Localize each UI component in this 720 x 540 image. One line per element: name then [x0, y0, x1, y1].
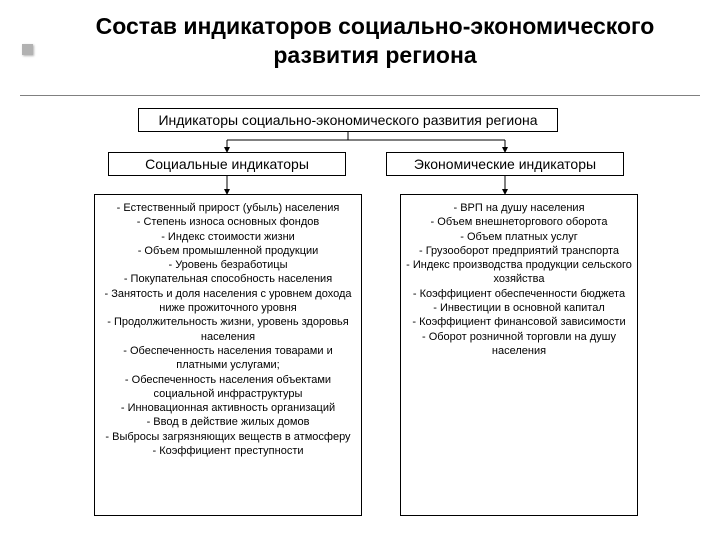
- title-underline: [20, 95, 700, 96]
- list-item: - Покупательная способность населения: [99, 272, 357, 286]
- right-header-box: Экономические индикаторы: [386, 152, 624, 176]
- list-item: - Объем платных услуг: [405, 230, 633, 244]
- list-item: - Коэффициент обеспеченности бюджета: [405, 287, 633, 301]
- left-header-box: Социальные индикаторы: [108, 152, 346, 176]
- root-box: Индикаторы социально-экономического разв…: [138, 108, 558, 132]
- list-item: - Уровень безработицы: [99, 258, 357, 272]
- list-item: - Инвестиции в основной капитал: [405, 301, 633, 315]
- left-header-label: Социальные индикаторы: [145, 156, 309, 172]
- title-bullet: [22, 44, 33, 55]
- left-list-box: - Естественный прирост (убыль) населения…: [94, 194, 362, 516]
- list-item: - Коэффициент преступности: [99, 444, 357, 458]
- list-item: - Инновационная активность организаций: [99, 401, 357, 415]
- list-item: - Обеспеченность населения объектами соц…: [99, 373, 357, 402]
- right-list-box: - ВРП на душу населения- Объем внешнетор…: [400, 194, 638, 516]
- list-item: - Индекс стоимости жизни: [99, 230, 357, 244]
- list-item: - Естественный прирост (убыль) населения: [99, 201, 357, 215]
- list-item: - Ввод в действие жилых домов: [99, 415, 357, 429]
- list-item: - Продолжительность жизни, уровень здоро…: [99, 315, 357, 344]
- list-item: - Оборот розничной торговли на душу насе…: [405, 330, 633, 359]
- list-item: - Коэффициент финансовой зависимости: [405, 315, 633, 329]
- list-item: - Объем внешнеторгового оборота: [405, 215, 633, 229]
- list-item: - Грузооборот предприятий транспорта: [405, 244, 633, 258]
- list-item: - ВРП на душу населения: [405, 201, 633, 215]
- list-item: - Индекс производства продукции сельског…: [405, 258, 633, 287]
- list-item: - Занятость и доля населения с уровнем д…: [99, 287, 357, 316]
- list-item: - Выбросы загрязняющих веществ в атмосфе…: [99, 430, 357, 444]
- list-item: - Степень износа основных фондов: [99, 215, 357, 229]
- root-label: Индикаторы социально-экономического разв…: [158, 112, 537, 128]
- list-item: - Обеспеченность населения товарами и пл…: [99, 344, 357, 373]
- list-item: - Объем промышленной продукции: [99, 244, 357, 258]
- right-header-label: Экономические индикаторы: [414, 156, 596, 172]
- page-title: Состав индикаторов социально-экономическ…: [60, 12, 690, 70]
